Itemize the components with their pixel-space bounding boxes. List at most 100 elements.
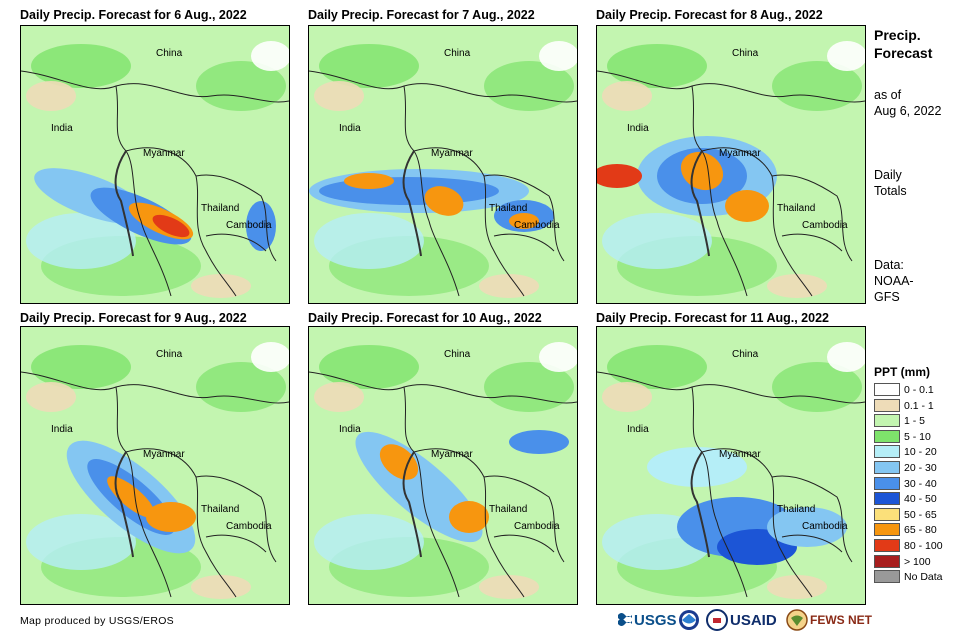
usgs-text: USGS [634, 611, 677, 629]
legend-swatch [874, 414, 900, 428]
border-line [403, 85, 460, 297]
legend-label: > 100 [904, 555, 931, 568]
dry-patch [314, 382, 364, 412]
coastline [402, 150, 422, 257]
rain-patch [379, 444, 419, 480]
rain-patch [26, 213, 136, 269]
legend-label: 65 - 80 [904, 524, 937, 537]
rain-patch [152, 214, 190, 238]
border-line [597, 371, 865, 404]
dry-patch [314, 81, 364, 111]
data-line1: Data: [874, 258, 904, 272]
fewsnet-globe-icon [786, 609, 808, 631]
legend-label: 80 - 100 [904, 540, 943, 552]
country-label: China [444, 48, 471, 59]
border-line [781, 534, 843, 553]
dry-patch [191, 274, 251, 298]
dry-patch [539, 41, 577, 71]
country-label: Myanmar [143, 449, 185, 460]
as-of-line2: Aug 6, 2022 [874, 104, 942, 118]
forecast-map-1: China India Myanmar Thailand Cambodia [20, 25, 290, 304]
rain-patch [314, 213, 424, 269]
map-credit: Map produced by USGS/EROS [20, 615, 174, 627]
country-label: China [156, 48, 183, 59]
country-label: Myanmar [431, 148, 473, 159]
side-title: Precip. Forecast [874, 26, 932, 62]
country-label: Thailand [201, 504, 239, 515]
rain-patch [449, 501, 489, 533]
border-line [691, 386, 748, 598]
rain-patch [146, 502, 196, 532]
dry-patch [602, 81, 652, 111]
country-label: Thailand [489, 203, 527, 214]
dry-patch [251, 342, 289, 372]
border-line [125, 147, 237, 297]
border-line [125, 448, 237, 598]
rain-patch [484, 362, 574, 412]
daily-totals-note: Daily Totals [874, 167, 907, 199]
legend-swatch [874, 492, 900, 506]
rain-patch [26, 514, 136, 570]
forecast-map-4: China India Myanmar Thailand Cambodia [20, 326, 290, 605]
country-label: China [732, 349, 759, 360]
border-line [493, 233, 555, 252]
panel-title-4: Daily Precip. Forecast for 9 Aug., 2022 [20, 311, 247, 325]
rain-patch [767, 507, 847, 547]
rain-patch [602, 213, 712, 269]
border-line [701, 448, 813, 598]
legend-swatch [874, 461, 900, 474]
usaid-seal-icon [706, 609, 728, 631]
as-of-date: as of Aug 6, 2022 [874, 87, 941, 119]
legend-label: No Data [904, 571, 943, 584]
rain-patch [484, 61, 574, 111]
legend-label: 0.1 - 1 [904, 399, 934, 412]
border-line [205, 233, 267, 252]
border-line [781, 233, 843, 252]
country-label: Myanmar [431, 449, 473, 460]
rain-patch [607, 44, 707, 88]
rain-patch [319, 44, 419, 88]
panel-title-5: Daily Precip. Forecast for 10 Aug., 2022 [308, 311, 542, 325]
legend-swatch [874, 398, 900, 412]
border-line [403, 386, 460, 598]
dry-patch [767, 575, 827, 599]
country-label: India [627, 424, 649, 435]
border-line [195, 475, 277, 563]
legend-label: 0 - 0.1 [904, 384, 934, 396]
rain-patch [246, 201, 276, 251]
map-graphic-3: China India Myanmar Thailand Cambodia [597, 26, 865, 303]
country-label: Myanmar [719, 449, 761, 460]
legend-swatch [874, 429, 900, 443]
border-line [309, 371, 577, 404]
forecast-map-3: China India Myanmar Thailand Cambodia [596, 25, 866, 304]
side-title-line2: Forecast [874, 45, 933, 61]
rain-patch [607, 345, 707, 389]
border-line [771, 475, 853, 563]
legend-swatch [874, 445, 900, 459]
rain-patch [319, 345, 419, 389]
dry-patch [479, 575, 539, 599]
legend-swatch [874, 539, 900, 552]
side-title-line1: Precip. [874, 27, 921, 43]
rain-patch [772, 362, 862, 412]
legend-label: 30 - 40 [904, 477, 937, 490]
border-line [483, 475, 565, 563]
rain-patch [196, 61, 286, 111]
rain-patch [509, 430, 569, 454]
panel-title-2: Daily Precip. Forecast for 7 Aug., 2022 [308, 8, 535, 22]
totals-line1: Daily [874, 168, 902, 182]
data-source-note: Data: NOAA- GFS [874, 257, 914, 305]
data-line3: GFS [874, 290, 900, 304]
country-label: India [51, 424, 73, 435]
country-label: China [732, 48, 759, 59]
dry-patch [191, 575, 251, 599]
dry-patch [251, 41, 289, 71]
country-label: Cambodia [802, 220, 848, 231]
border-line [195, 174, 277, 262]
country-label: Thailand [489, 504, 527, 515]
map-graphic-5: China India Myanmar Thailand Cambodia [309, 327, 577, 604]
rain-patch [196, 362, 286, 412]
border-line [309, 70, 577, 103]
coastline [690, 150, 710, 257]
dry-patch [827, 342, 865, 372]
